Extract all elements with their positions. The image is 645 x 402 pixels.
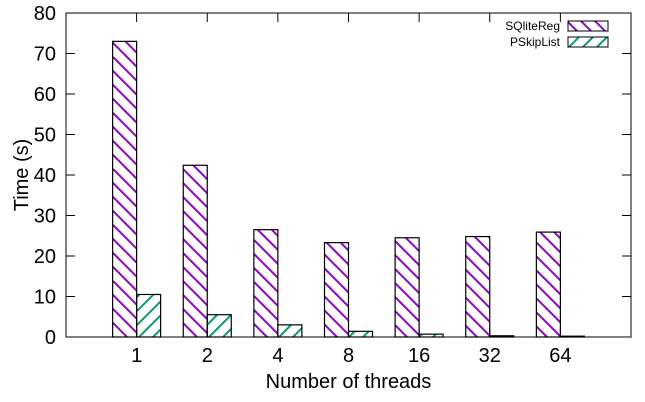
y-tick-label: 70 [34,44,56,66]
x-tick-label: 1 [131,345,142,367]
x-axis-ticks: 1 2 4 8 16 32 64 [131,13,572,367]
y-tick-label: 50 [34,125,56,147]
x-tick-label: 8 [343,345,354,367]
x-tick-label: 32 [479,345,501,367]
legend-swatch-sqlitereg [567,20,609,32]
y-tick-label: 20 [34,246,56,268]
y-tick-label: 60 [34,84,56,106]
x-tick-label: 16 [408,345,430,367]
bar-sqlitereg-1 [112,40,138,338]
bar-sqlitereg-32 [465,235,491,338]
y-axis-ticks: 0 10 20 30 40 50 60 70 80 [34,3,631,349]
bar-pskiplist-8 [347,330,374,338]
y-tick-label: 80 [34,3,56,25]
y-tick-label: 40 [34,165,56,187]
bar-sqlitereg-16 [394,237,420,338]
legend-label-pskiplist: PSkipList [510,35,561,49]
y-axis-title: Time (s) [11,139,33,212]
bar-pskiplist-4 [277,324,303,338]
bar-pskiplist-2 [206,314,232,338]
x-axis-title: Number of threads [266,371,432,393]
bars-layer [112,40,585,338]
x-tick-label: 64 [549,345,571,367]
bar-sqlitereg-2 [182,164,208,338]
y-tick-label: 0 [45,327,56,349]
x-tick-label: 2 [202,345,213,367]
legend-swatch-pskiplist [567,36,609,48]
bar-pskiplist-1 [136,293,162,338]
y-tick-label: 30 [34,206,56,228]
bar-sqlitereg-8 [323,242,350,338]
y-tick-label: 10 [34,287,56,309]
bar-sqlitereg-64 [535,231,561,338]
x-tick-label: 4 [272,345,283,367]
legend: SQliteReg PSkipList [505,19,609,49]
bar-sqlitereg-4 [253,229,279,338]
legend-label-sqlitereg: SQliteReg [505,19,560,33]
